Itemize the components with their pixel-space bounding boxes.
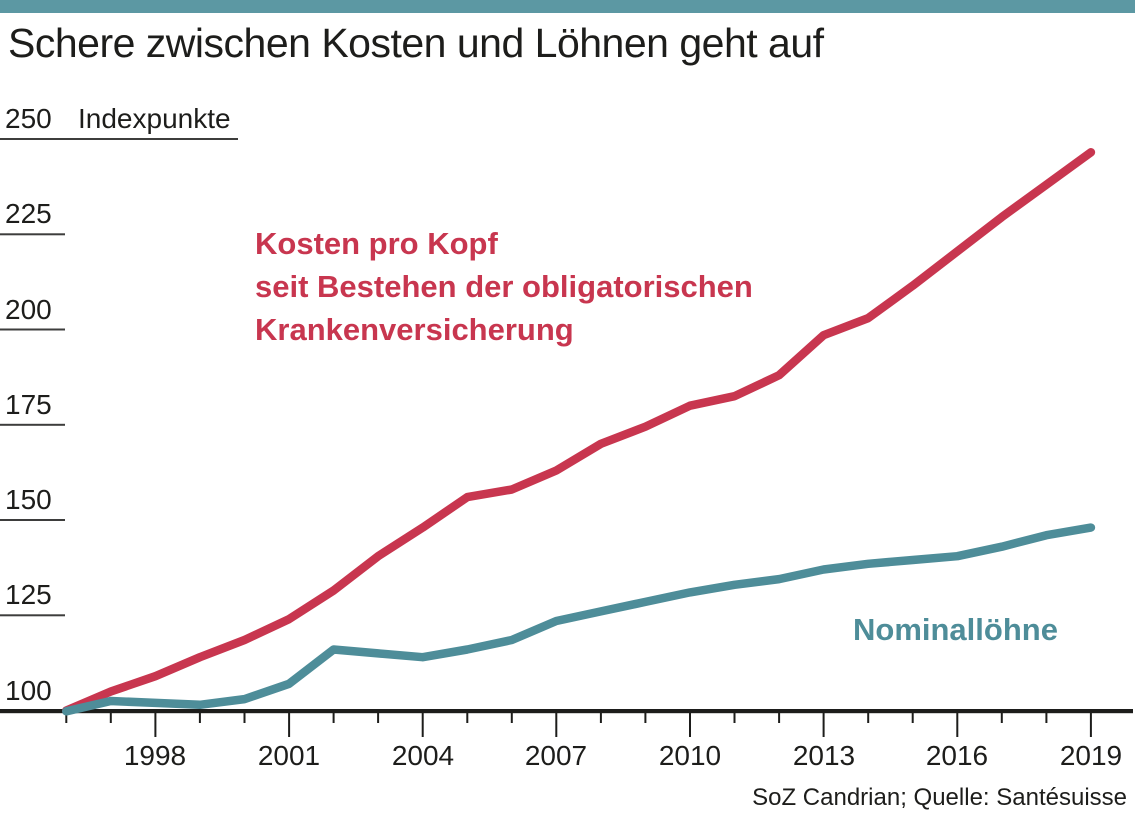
x-axis-label-2013: 2013	[792, 740, 856, 771]
x-axis	[0, 709, 1133, 714]
y-axis-label-175: 175	[5, 389, 52, 420]
y-axis-label-150: 150	[5, 484, 52, 515]
y-axis-label-200: 200	[5, 294, 52, 325]
y-axis-label-125: 125	[5, 579, 52, 610]
gridline-125	[0, 614, 65, 617]
series-label-kosten-pro-kopf: Kosten pro Kopf seit Bestehen der obliga…	[255, 222, 753, 351]
series-line-nominalloehne	[62, 523, 1096, 716]
gridline-225	[0, 233, 65, 236]
series-line-kosten-pro-kopf	[62, 148, 1096, 715]
y-axis-unit-label: Indexpunkte	[78, 103, 231, 134]
gridline-200	[0, 328, 65, 331]
y-axis-label-100: 100	[5, 675, 52, 706]
series-label-line: Kosten pro Kopf	[255, 226, 498, 261]
x-axis-label-2007: 2007	[524, 740, 588, 771]
chart-title: Schere zwischen Kosten und Löhnen geht a…	[8, 20, 824, 66]
x-axis-label-2001: 2001	[257, 740, 321, 771]
gridline-175	[0, 423, 65, 426]
x-axis-label-2019: 2019	[1059, 740, 1123, 771]
series-label-line: Krankenversicherung	[255, 312, 574, 347]
source-credit: SoZ Candrian; Quelle: Santésuisse	[752, 784, 1127, 811]
series-label-nominalloehne: Nominallöhne	[853, 612, 1058, 647]
x-axis-label-2004: 2004	[391, 740, 455, 771]
gridline-250	[0, 138, 238, 140]
x-axis-label-2010: 2010	[658, 740, 722, 771]
y-axis-label-225: 225	[5, 198, 52, 229]
x-axis-label-1998: 1998	[123, 740, 187, 771]
gridline-150	[0, 519, 65, 521]
x-axis-label-2016: 2016	[925, 740, 989, 771]
series-label-line: seit Bestehen der obligatorischen	[255, 269, 753, 304]
top-accent-bar	[0, 0, 1135, 13]
y-axis-label-250: 250	[5, 103, 52, 134]
